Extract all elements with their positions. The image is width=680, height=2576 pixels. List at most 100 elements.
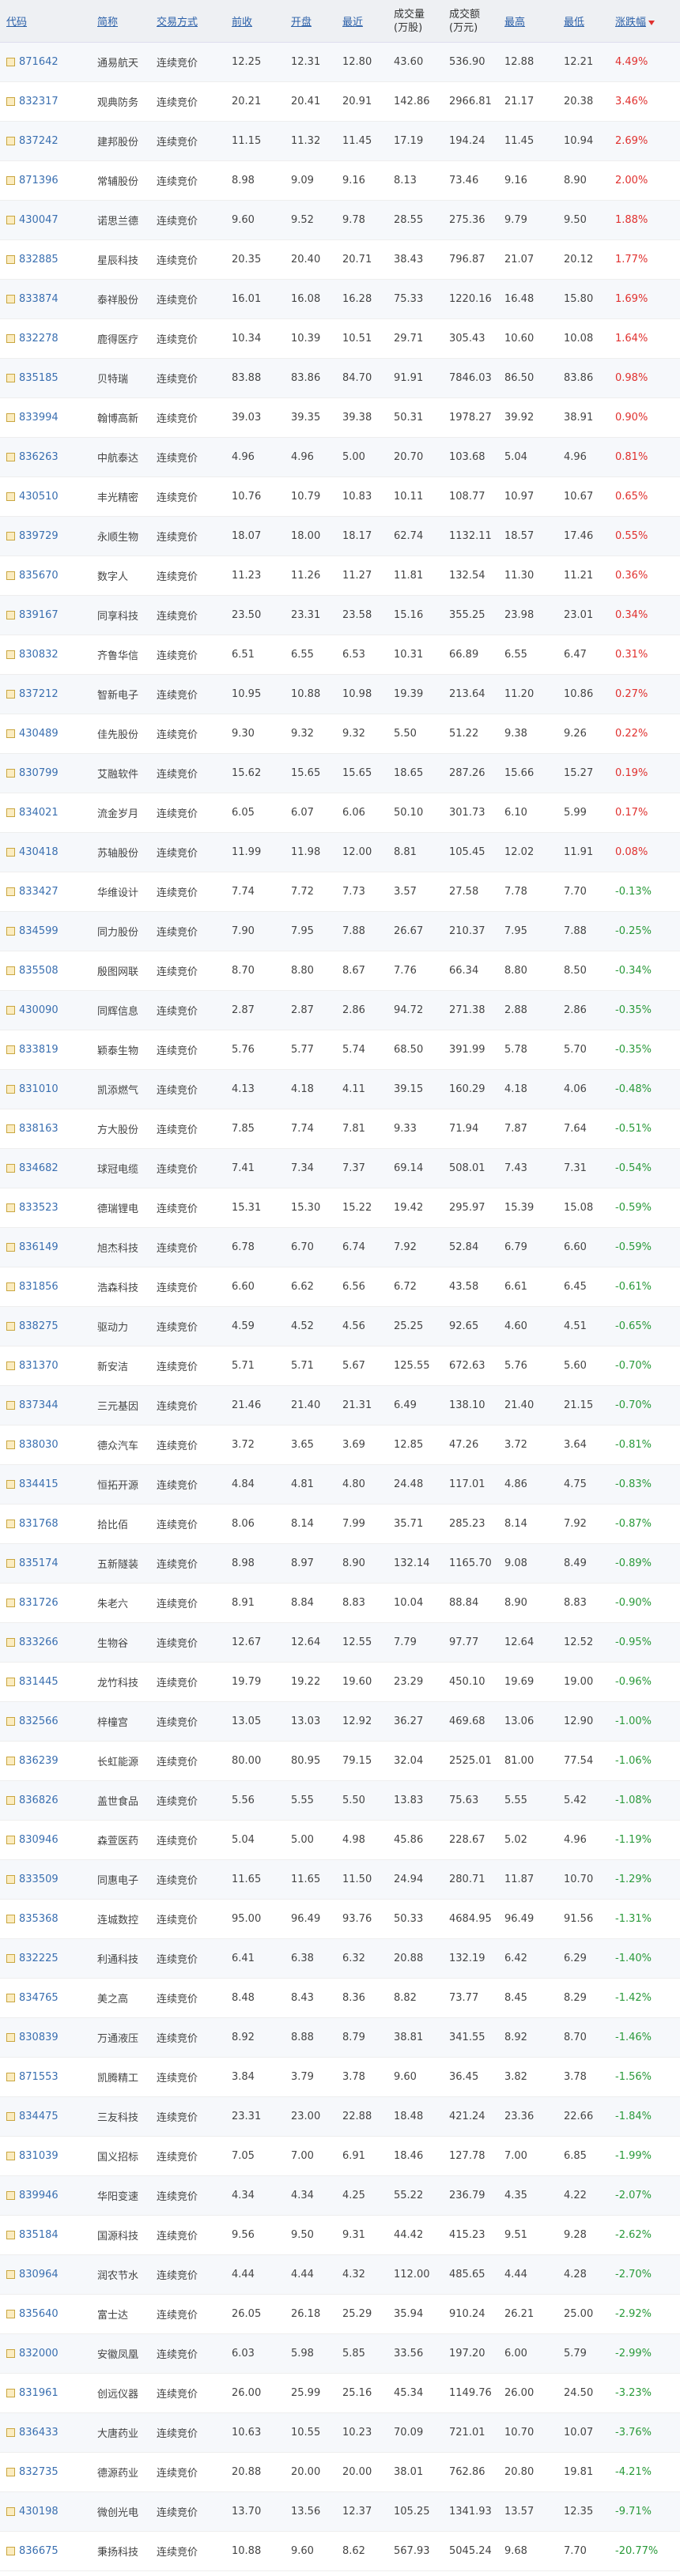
code: 834021 (19, 807, 59, 819)
volume: 20.70 (394, 451, 424, 463)
turnover-cell: 536.90 (449, 56, 504, 68)
high: 6.00 (504, 2348, 527, 2359)
latest-cell: 6.32 (342, 1953, 394, 1964)
open-cell: 6.55 (291, 649, 342, 661)
turnover-cell: 1165.70 (449, 1557, 504, 1569)
prev-close-cell: 13.05 (232, 1715, 291, 1727)
change-pct-cell: -2.92% (615, 2308, 680, 2320)
turnover-cell: 88.84 (449, 1597, 504, 1609)
row-icon (6, 1282, 15, 1291)
row-icon (6, 729, 15, 738)
row-icon (6, 2270, 15, 2279)
name-cell: 浩森科技 (97, 1279, 157, 1294)
code-cell: 831726 (6, 1597, 97, 1609)
change-pct: 0.65% (615, 491, 648, 503)
volume-cell: 24.94 (394, 1874, 449, 1885)
code-cell: 836239 (6, 1755, 97, 1767)
trade-method-cell: 连续竞价 (157, 1872, 232, 1887)
row-icon (6, 769, 15, 778)
prev-close: 19.79 (232, 1676, 262, 1688)
change-pct-cell: -0.59% (615, 1202, 680, 1214)
turnover-cell: 5045.24 (449, 2545, 504, 2557)
low-cell: 19.81 (564, 2466, 615, 2478)
row-icon (6, 137, 15, 145)
volume: 24.48 (394, 1478, 424, 1490)
open-cell: 10.39 (291, 333, 342, 345)
trade-method: 连续竞价 (157, 571, 198, 583)
volume-cell: 7.79 (394, 1636, 449, 1648)
change-pct-cell: -1.99% (615, 2150, 680, 2162)
change-pct: -0.25% (615, 925, 652, 937)
open: 18.00 (291, 530, 321, 542)
low: 8.83 (564, 1597, 587, 1609)
low-cell: 6.85 (564, 2150, 615, 2162)
change-pct: -1.99% (615, 2150, 652, 2162)
latest-cell: 5.67 (342, 1360, 394, 1372)
high-cell: 13.06 (504, 1715, 564, 1727)
volume-cell: 12.85 (394, 1439, 449, 1451)
high-cell: 15.66 (504, 767, 564, 779)
high: 21.17 (504, 96, 535, 107)
low-cell: 4.96 (564, 451, 615, 463)
low: 38.91 (564, 412, 594, 424)
low-cell: 6.29 (564, 1953, 615, 1964)
low-cell: 25.00 (564, 2308, 615, 2320)
trade-method: 连续竞价 (157, 2191, 198, 2203)
change-pct-cell: -0.35% (615, 1004, 680, 1016)
volume: 75.33 (394, 293, 424, 305)
trade-method-cell: 连续竞价 (157, 292, 232, 307)
header-cell: 最高 (504, 13, 564, 28)
latest: 10.83 (342, 491, 372, 503)
volume-cell: 6.72 (394, 1281, 449, 1293)
change-pct-cell: -4.21% (615, 2466, 680, 2478)
name: 创远仪器 (97, 2389, 139, 2401)
high-cell: 5.76 (504, 1360, 564, 1372)
code-cell: 834682 (6, 1162, 97, 1174)
change-pct-cell: 2.69% (615, 135, 680, 147)
name: 苏轴股份 (97, 848, 139, 860)
code-cell: 837344 (6, 1399, 97, 1411)
table-row: 836263 中航泰达 连续竞价 4.96 4.96 5.00 20.70 103.68 5.0… (0, 438, 680, 477)
code-cell: 831010 (6, 1083, 97, 1095)
low: 7.64 (564, 1123, 587, 1135)
prev-close: 9.30 (232, 728, 255, 740)
latest-cell: 8.79 (342, 2032, 394, 2043)
name-cell: 苏轴股份 (97, 845, 157, 860)
high-cell: 11.87 (504, 1874, 564, 1885)
row-icon (6, 2191, 15, 2200)
prev-close: 9.60 (232, 214, 255, 226)
low: 9.26 (564, 728, 587, 740)
open-cell: 18.00 (291, 530, 342, 542)
open-cell: 21.40 (291, 1399, 342, 1411)
high: 81.00 (504, 1755, 535, 1767)
high: 19.69 (504, 1676, 535, 1688)
row-icon (6, 492, 15, 501)
code: 832317 (19, 96, 59, 107)
trade-method-cell: 连续竞价 (157, 134, 232, 149)
row-icon (6, 848, 15, 857)
volume: 24.94 (394, 1874, 424, 1885)
open: 4.52 (291, 1320, 314, 1332)
volume-cell: 69.14 (394, 1162, 449, 1174)
high: 96.49 (504, 1913, 535, 1925)
code: 831445 (19, 1676, 59, 1688)
low: 23.01 (564, 609, 594, 621)
trade-method: 连续竞价 (157, 1875, 198, 1887)
name: 齐鲁华信 (97, 650, 139, 662)
trade-method-cell: 连续竞价 (157, 1556, 232, 1571)
change-pct: -1.19% (615, 1834, 652, 1846)
table-row: 832225 利通科技 连续竞价 6.41 6.38 6.32 20.88 132.19 6.4… (0, 1939, 680, 1979)
volume-cell: 45.86 (394, 1834, 449, 1846)
change-pct: 0.55% (615, 530, 648, 542)
low: 4.96 (564, 1834, 587, 1846)
code: 430489 (19, 728, 59, 740)
table-row: 430047 诺思兰德 连续竞价 9.60 9.52 9.78 28.55 275.36 9.7… (0, 201, 680, 240)
volume-cell: 29.71 (394, 333, 449, 345)
code-cell: 832885 (6, 254, 97, 266)
trade-method-cell: 连续竞价 (157, 2228, 232, 2243)
code-cell: 836675 (6, 2545, 97, 2557)
volume-cell: 32.04 (394, 1755, 449, 1767)
open-cell: 9.09 (291, 175, 342, 186)
open-cell: 10.55 (291, 2427, 342, 2439)
